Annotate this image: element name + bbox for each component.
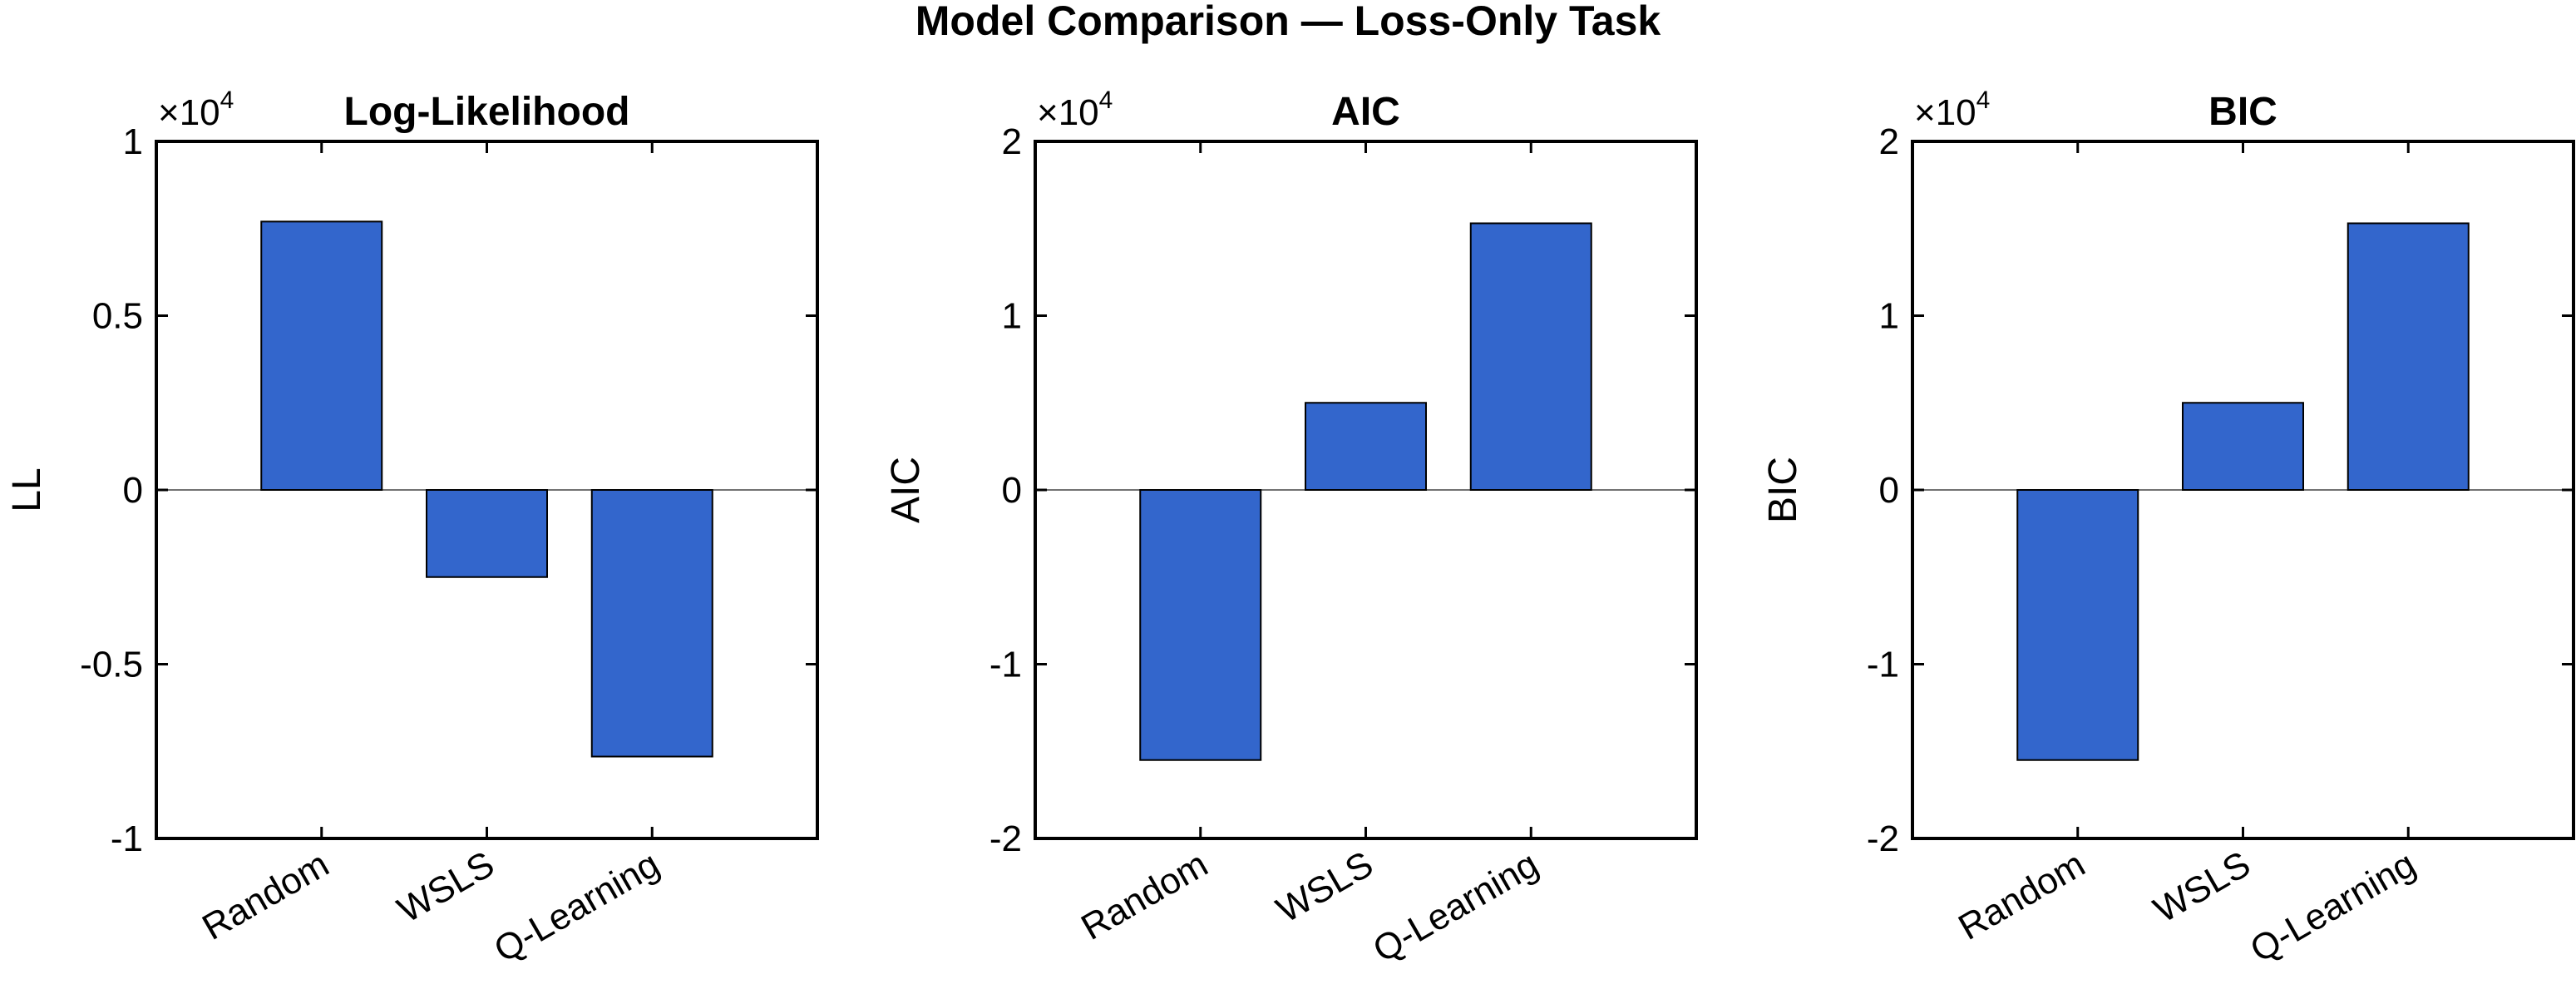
x-tick-label: Q-Learning (1366, 843, 1545, 971)
y-tick-label: -0.5 (80, 645, 143, 685)
bar-random (1139, 489, 1262, 761)
y-tick-label: 1 (1879, 296, 1899, 337)
x-tick-label: WSLS (391, 843, 501, 931)
figure-title: Model Comparison — Loss-Only Task (915, 0, 1661, 44)
x-tick-label: Random (1952, 843, 2092, 948)
bar-random (2016, 489, 2139, 761)
bar-wsls (1305, 402, 1427, 491)
y-tick-label: -2 (989, 818, 1022, 859)
bar-q-learning (2347, 222, 2470, 491)
y-tick-label: 0 (1002, 470, 1022, 511)
x-tick-label: Q-Learning (2243, 843, 2422, 971)
panel-title: Log-Likelihood (344, 90, 630, 134)
x-tick-label: Random (195, 843, 336, 948)
y-tick-label: 2 (1879, 121, 1899, 162)
y-axis-label: LL (5, 467, 49, 512)
panel-title: AIC (1331, 90, 1400, 134)
y-tick-label: 0 (123, 470, 143, 511)
y-tick-label: -1 (989, 645, 1022, 685)
y-tick-label: 0.5 (92, 296, 143, 337)
axis-exponent-label: ×104 (158, 87, 234, 133)
y-tick-label: -1 (1867, 645, 1899, 685)
bar-wsls (426, 489, 548, 578)
bar-random (260, 220, 383, 491)
bar-q-learning (1469, 222, 1592, 491)
x-tick-label: Q-Learning (487, 843, 666, 971)
bar-wsls (2182, 402, 2304, 491)
y-tick-label: 1 (123, 121, 143, 162)
x-tick-label: Random (1074, 843, 1215, 948)
x-tick-label: WSLS (2147, 843, 2257, 931)
panel-title: BIC (2208, 90, 2277, 134)
y-tick-label: 0 (1879, 470, 1899, 511)
y-axis-label: AIC (884, 457, 928, 523)
axis-exponent-label: ×104 (1037, 87, 1113, 133)
axis-exponent-label: ×104 (1914, 87, 1990, 133)
bar-q-learning (590, 489, 713, 758)
y-axis-label: BIC (1761, 457, 1805, 523)
x-tick-label: WSLS (1270, 843, 1379, 931)
y-tick-label: 2 (1002, 121, 1022, 162)
y-tick-label: 1 (1002, 296, 1022, 337)
y-tick-label: -2 (1867, 818, 1899, 859)
y-tick-label: -1 (111, 818, 143, 859)
